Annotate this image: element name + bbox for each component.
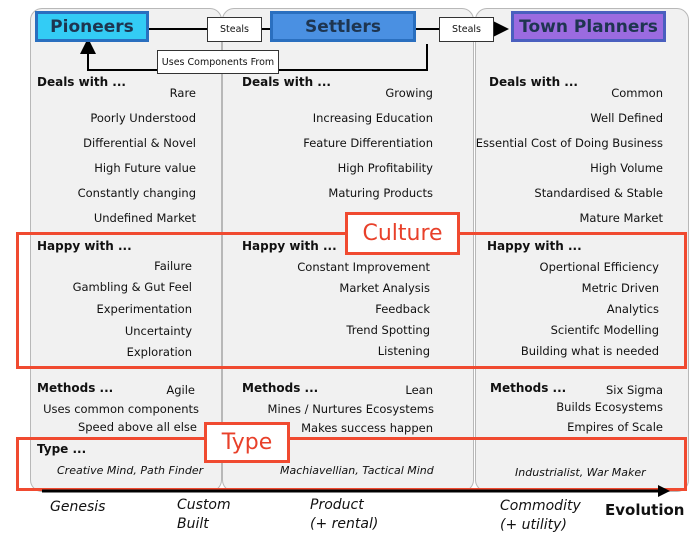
deals-item: Constantly changing — [77, 186, 196, 200]
happy-heading: Happy with ... — [487, 239, 582, 253]
deals-item: Rare — [169, 86, 196, 100]
axis-custom: Custom — [177, 497, 231, 513]
deals-item: Growing — [385, 86, 433, 100]
type-label: Type — [204, 422, 290, 463]
deals-item: Undefined Market — [93, 211, 196, 225]
deals-item: Maturing Products — [328, 186, 433, 200]
happy-item: Exploration — [126, 345, 192, 359]
happy-heading: Happy with ... — [242, 239, 337, 253]
methods-item: Six Sigma — [605, 383, 663, 397]
methods-item: Lean — [405, 383, 433, 397]
happy-item: Market Analysis — [339, 281, 430, 295]
deals-item: High Volume — [590, 161, 663, 175]
axis-rental: (+ rental) — [310, 516, 379, 532]
methods-item: Agile — [166, 383, 195, 397]
deals-heading: Deals with ... — [242, 75, 331, 89]
happy-item: Trend Spotting — [346, 323, 430, 337]
type-highlight — [16, 437, 687, 491]
methods-item: Speed above all else — [77, 420, 197, 434]
methods-item: Makes success happen — [301, 421, 433, 435]
deals-item: Poorly Understood — [90, 111, 196, 125]
axis-product: Product — [310, 497, 364, 513]
deals-item: Well Defined — [590, 111, 663, 125]
deals-item: High Profitability — [337, 161, 433, 175]
steals-label-2: Steals — [439, 17, 494, 42]
deals-heading: Deals with ... — [489, 75, 578, 89]
happy-item: Opertional Efficiency — [539, 260, 659, 274]
happy-item: Metric Driven — [581, 281, 659, 295]
type-heading: Type ... — [37, 442, 87, 456]
happy-item: Feedback — [375, 302, 430, 316]
deals-item: Common — [611, 86, 663, 100]
uses-components-label: Uses Components From — [157, 50, 279, 74]
happy-item: Gambling & Gut Feel — [72, 280, 192, 294]
role-pioneers: Pioneers — [35, 11, 149, 42]
methods-heading: Methods ... — [37, 381, 114, 395]
axis-genesis: Genesis — [50, 499, 106, 515]
happy-item: Uncertainty — [124, 324, 192, 338]
deals-item: Feature Differentiation — [303, 136, 433, 150]
deals-item: Standardised & Stable — [534, 186, 663, 200]
happy-item: Listening — [377, 344, 430, 358]
role-town-planners: Town Planners — [511, 11, 666, 42]
deals-item: Differential & Novel — [83, 136, 196, 150]
type-value: Machiavellian, Tactical Mind — [280, 464, 434, 477]
methods-item: Uses common components — [43, 402, 199, 416]
methods-item: Builds Ecosystems — [556, 400, 663, 414]
deals-item: Mature Market — [579, 211, 663, 225]
type-value: Industrialist, War Maker — [515, 466, 646, 479]
methods-heading: Methods ... — [242, 381, 319, 395]
methods-item: Mines / Nurtures Ecosystems — [267, 402, 434, 416]
happy-item: Scientifc Modelling — [550, 323, 659, 337]
deals-item: High Future value — [94, 161, 196, 175]
deals-item: Increasing Education — [312, 111, 433, 125]
axis-utility: (+ utility) — [500, 517, 567, 533]
happy-heading: Happy with ... — [37, 239, 132, 253]
culture-label: Culture — [345, 212, 460, 255]
evolution-axis — [42, 485, 670, 497]
deals-item: Essential Cost of Doing Business — [475, 136, 663, 150]
deals-heading: Deals with ... — [37, 75, 126, 89]
methods-heading: Methods ... — [490, 381, 567, 395]
role-settlers: Settlers — [270, 11, 416, 42]
happy-item: Failure — [154, 259, 192, 273]
pioneers-panel — [30, 8, 222, 492]
steals-label-1: Steals — [207, 17, 262, 42]
happy-item: Constant Improvement — [297, 260, 430, 274]
type-value: Creative Mind, Path Finder — [57, 464, 204, 477]
axis-evolution: Evolution — [605, 501, 685, 519]
axis-commodity: Commodity — [500, 498, 581, 514]
axis-built: Built — [177, 516, 209, 532]
happy-item: Experimentation — [96, 302, 192, 316]
methods-item: Empires of Scale — [567, 420, 663, 434]
happy-item: Building what is needed — [520, 344, 659, 358]
happy-item: Analytics — [606, 302, 659, 316]
